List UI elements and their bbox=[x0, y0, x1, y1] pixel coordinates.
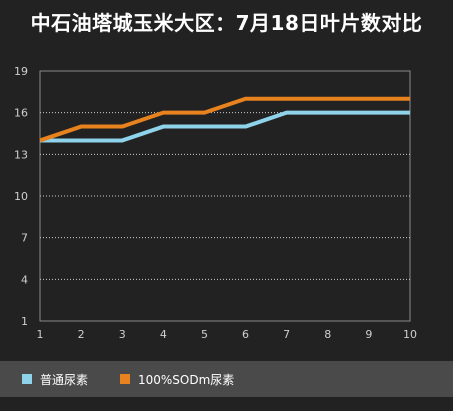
y-tick-label: 19 bbox=[14, 65, 28, 78]
x-tick-label: 3 bbox=[119, 328, 126, 341]
y-tick-label: 16 bbox=[14, 107, 28, 120]
x-tick-label: 2 bbox=[78, 328, 85, 341]
x-tick-label: 5 bbox=[201, 328, 208, 341]
x-tick-label: 1 bbox=[37, 328, 44, 341]
x-tick-label: 10 bbox=[403, 328, 417, 341]
x-tick-label: 4 bbox=[160, 328, 167, 341]
series-line-2 bbox=[39, 96, 410, 143]
plot-area-border bbox=[39, 70, 411, 322]
chart-title: 中石油塔城玉米大区：7月18日叶片数对比 bbox=[30, 11, 423, 35]
x-tick-label: 6 bbox=[242, 328, 249, 341]
y-tick-label: 10 bbox=[14, 190, 28, 203]
y-tick-label: 7 bbox=[21, 232, 28, 245]
legend-label-series-1: 普通尿素 bbox=[40, 372, 89, 387]
y-tick-label: 1 bbox=[21, 315, 28, 328]
x-tick-label: 8 bbox=[324, 328, 331, 341]
y-tick-label: 4 bbox=[21, 273, 28, 286]
legend-label-series-2: 100%SODm尿素 bbox=[138, 372, 235, 387]
y-tick-label: 13 bbox=[14, 148, 28, 161]
chart-legend: 普通尿素 100%SODm尿素 bbox=[0, 361, 453, 397]
legend-swatch-series-2 bbox=[120, 374, 130, 384]
legend-item-series-1: 普通尿素 bbox=[22, 361, 88, 397]
series-line-1 bbox=[40, 110, 410, 143]
x-tick-label: 7 bbox=[283, 328, 290, 341]
x-tick-label: 9 bbox=[365, 328, 372, 341]
line-chart: 1 4 7 10 13 16 19 1 2 3 4 5 6 7 8 9 10 bbox=[14, 65, 417, 341]
legend-swatch-series-1 bbox=[22, 374, 32, 384]
legend-item-series-2: 100%SODm尿素 bbox=[120, 361, 234, 397]
